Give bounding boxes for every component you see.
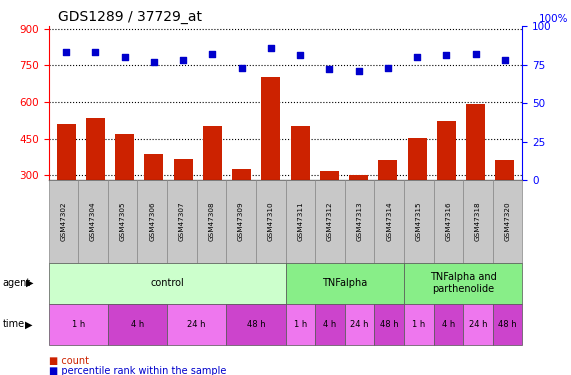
Text: GSM47316: GSM47316 xyxy=(445,201,452,241)
Bar xyxy=(144,154,163,248)
Bar xyxy=(262,78,280,248)
Text: TNFalpha: TNFalpha xyxy=(322,278,367,288)
Point xyxy=(149,58,158,64)
Text: GSM47302: GSM47302 xyxy=(61,201,66,241)
Bar xyxy=(320,171,339,248)
Text: 1 h: 1 h xyxy=(293,320,307,329)
Text: 1 h: 1 h xyxy=(71,320,85,329)
Text: 48 h: 48 h xyxy=(498,320,517,329)
Text: ■ percentile rank within the sample: ■ percentile rank within the sample xyxy=(49,366,226,375)
Point xyxy=(91,50,100,55)
Point xyxy=(62,50,71,55)
Text: GSM47305: GSM47305 xyxy=(119,201,126,241)
Bar xyxy=(232,169,251,248)
Text: 48 h: 48 h xyxy=(247,320,265,329)
Point xyxy=(179,57,188,63)
Text: control: control xyxy=(150,278,184,288)
Bar xyxy=(291,126,309,248)
Point xyxy=(413,54,422,60)
Bar xyxy=(115,134,134,248)
Text: GSM47309: GSM47309 xyxy=(238,201,244,241)
Text: GSM47304: GSM47304 xyxy=(90,201,96,241)
Point xyxy=(237,65,246,71)
Text: GSM47312: GSM47312 xyxy=(327,201,333,241)
Point xyxy=(266,45,275,51)
Text: agent: agent xyxy=(3,278,31,288)
Bar xyxy=(349,175,368,248)
Text: TNFalpha and
parthenolide: TNFalpha and parthenolide xyxy=(430,272,497,294)
Text: 24 h: 24 h xyxy=(350,320,369,329)
Bar xyxy=(174,159,192,248)
Text: 4 h: 4 h xyxy=(442,320,455,329)
Text: GSM47311: GSM47311 xyxy=(297,201,303,241)
Text: 100%: 100% xyxy=(539,14,569,24)
Text: GSM47310: GSM47310 xyxy=(268,201,274,241)
Text: ▶: ▶ xyxy=(26,278,33,288)
Point xyxy=(325,66,334,72)
Point xyxy=(383,65,392,71)
Bar xyxy=(496,160,514,248)
Point xyxy=(296,53,305,58)
Bar xyxy=(437,122,456,248)
Text: 24 h: 24 h xyxy=(187,320,206,329)
Bar xyxy=(466,104,485,248)
Text: GSM47318: GSM47318 xyxy=(475,201,481,241)
Point xyxy=(442,53,451,58)
Bar xyxy=(57,124,75,248)
Point xyxy=(120,54,129,60)
Text: 4 h: 4 h xyxy=(131,320,144,329)
Text: time: time xyxy=(3,320,25,329)
Text: GSM47320: GSM47320 xyxy=(505,201,510,241)
Point xyxy=(500,57,509,63)
Text: 24 h: 24 h xyxy=(469,320,487,329)
Bar xyxy=(86,118,105,248)
Text: ■ count: ■ count xyxy=(49,356,89,366)
Text: 48 h: 48 h xyxy=(380,320,399,329)
Point xyxy=(354,68,363,74)
Text: GSM47308: GSM47308 xyxy=(208,201,215,241)
Bar xyxy=(408,138,427,248)
Point xyxy=(208,51,217,57)
Text: GSM47313: GSM47313 xyxy=(356,201,363,241)
Bar xyxy=(203,126,222,248)
Bar xyxy=(379,160,397,248)
Point xyxy=(471,51,480,57)
Text: GSM47307: GSM47307 xyxy=(179,201,185,241)
Text: GDS1289 / 37729_at: GDS1289 / 37729_at xyxy=(58,10,202,24)
Text: GSM47314: GSM47314 xyxy=(386,201,392,241)
Text: GSM47306: GSM47306 xyxy=(149,201,155,241)
Text: GSM47315: GSM47315 xyxy=(416,201,422,241)
Text: 4 h: 4 h xyxy=(323,320,336,329)
Text: 1 h: 1 h xyxy=(412,320,425,329)
Text: ▶: ▶ xyxy=(25,320,32,329)
